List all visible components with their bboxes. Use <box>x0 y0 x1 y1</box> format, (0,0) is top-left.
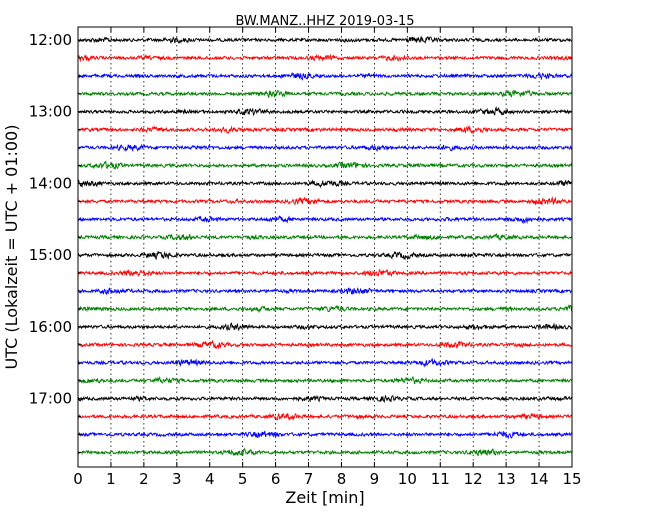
y-axis-ticks: 12:00 13:00 14:00 15:00 16:00 17:00 <box>29 31 84 453</box>
x-tick-label: 13 <box>497 470 516 488</box>
y-tick-label: 12:00 <box>29 31 72 49</box>
x-tick-label: 9 <box>370 470 380 488</box>
x-tick-label: 4 <box>205 470 215 488</box>
x-tick-label: 11 <box>431 470 450 488</box>
x-tick-label: 7 <box>304 470 314 488</box>
trace-1500 <box>77 250 573 261</box>
trace-1730 <box>77 430 573 440</box>
trace-1530 <box>77 287 573 296</box>
x-tick-label: 8 <box>337 470 347 488</box>
trace-1345 <box>77 160 573 170</box>
x-axis-label: Zeit [min] <box>285 488 364 507</box>
trace-1300 <box>77 105 573 117</box>
x-axis-ticks: 0 1 2 3 4 5 6 7 8 9 10 11 12 13 14 15 <box>73 27 582 488</box>
trace-1245 <box>77 89 573 99</box>
trace-1215 <box>77 53 573 63</box>
x-tick-label: 0 <box>73 470 83 488</box>
trace-1315 <box>77 125 573 135</box>
x-tick-label: 2 <box>139 470 149 488</box>
y-tick-label: 14:00 <box>29 174 72 192</box>
chart-title: BW.MANZ..HHZ 2019-03-15 <box>235 14 414 29</box>
trace-1715 <box>77 412 573 421</box>
trace-1645 <box>77 375 573 385</box>
x-tick-label: 15 <box>562 470 581 488</box>
trace-1615 <box>77 339 573 350</box>
trace-1515 <box>77 268 573 278</box>
trace-1630 <box>77 357 573 368</box>
trace-1430 <box>78 215 573 225</box>
trace-1700 <box>77 394 573 404</box>
x-tick-label: 10 <box>398 470 417 488</box>
trace-1445 <box>77 233 573 241</box>
trace-1545 <box>77 303 573 314</box>
trace-series <box>77 35 573 457</box>
plot-frame <box>77 26 573 468</box>
y-axis-label: UTC (Lokalzeit = UTC + 01:00) <box>2 125 21 370</box>
x-tick-label: 1 <box>106 470 116 488</box>
x-tick-label: 5 <box>238 470 248 488</box>
trace-1415 <box>77 196 573 206</box>
y-tick-label: 13:00 <box>29 103 72 121</box>
y-tick-label: 17:00 <box>29 390 72 408</box>
trace-1400 <box>77 178 573 189</box>
trace-1600 <box>77 322 573 332</box>
y-tick-label: 16:00 <box>29 318 72 336</box>
x-tick-label: 6 <box>271 470 281 488</box>
trace-1745 <box>77 447 573 457</box>
grid-lines <box>110 27 540 467</box>
x-tick-label: 12 <box>464 470 483 488</box>
x-tick-label: 3 <box>172 470 182 488</box>
y-tick-label: 15:00 <box>29 246 72 264</box>
trace-1200 <box>77 35 573 44</box>
trace-1230 <box>77 72 573 81</box>
x-tick-label: 14 <box>530 470 549 488</box>
trace-1330 <box>77 143 573 153</box>
